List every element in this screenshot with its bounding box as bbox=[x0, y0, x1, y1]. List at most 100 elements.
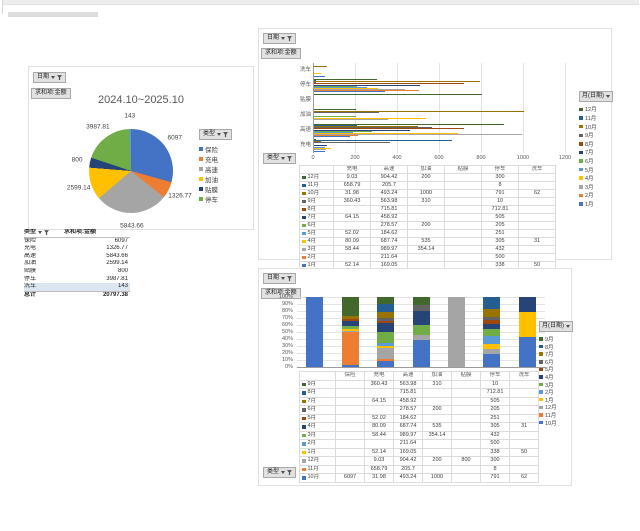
bar[interactable] bbox=[314, 124, 504, 126]
pivot-row-value[interactable]: 2599.14 bbox=[106, 260, 128, 267]
legend-item[interactable]: 3月 bbox=[579, 183, 611, 192]
bar[interactable] bbox=[314, 148, 327, 150]
bar[interactable] bbox=[314, 144, 328, 146]
legend-item[interactable]: 充电 bbox=[199, 154, 251, 164]
legend-item[interactable]: 9月 bbox=[539, 335, 569, 343]
legend-item[interactable]: 10月 bbox=[539, 419, 569, 427]
stack-segment[interactable] bbox=[483, 349, 501, 355]
bar[interactable] bbox=[314, 80, 316, 82]
legend-item[interactable]: 1月 bbox=[539, 396, 569, 404]
pivot-total-label[interactable]: 总计 bbox=[24, 290, 64, 300]
bar[interactable] bbox=[314, 88, 405, 90]
bar[interactable] bbox=[314, 112, 380, 114]
pivot-row-value[interactable]: 800 bbox=[117, 267, 128, 274]
bar[interactable] bbox=[314, 72, 321, 74]
bar[interactable] bbox=[314, 85, 358, 87]
stacked-column[interactable] bbox=[412, 297, 430, 367]
stacked-column[interactable] bbox=[447, 297, 465, 367]
stack-segment[interactable] bbox=[341, 321, 359, 326]
legend-item[interactable]: 4月 bbox=[579, 174, 611, 183]
bar[interactable] bbox=[314, 146, 325, 148]
bar[interactable] bbox=[314, 118, 389, 120]
pivot-header-type[interactable]: 类型 bbox=[24, 229, 64, 238]
stack-segment[interactable] bbox=[447, 297, 465, 367]
date-filter-button[interactable]: 日期 bbox=[263, 33, 297, 45]
pivot-row-label[interactable]: 充电 bbox=[24, 245, 37, 252]
stack-segment[interactable] bbox=[377, 312, 395, 318]
legend-item[interactable]: 8月 bbox=[539, 343, 569, 351]
bar[interactable] bbox=[314, 125, 358, 127]
pivot-row-label[interactable]: 高速 bbox=[24, 252, 37, 259]
stacked-column[interactable] bbox=[518, 297, 536, 367]
bar[interactable] bbox=[314, 128, 465, 130]
stack-segment[interactable] bbox=[377, 317, 395, 322]
legend-item[interactable]: 12月 bbox=[539, 404, 569, 411]
legend-item[interactable]: 3月 bbox=[539, 381, 569, 389]
stack-segment[interactable] bbox=[412, 297, 430, 306]
bar[interactable] bbox=[314, 115, 356, 117]
stack-segment[interactable] bbox=[377, 347, 395, 359]
legend-item[interactable]: 11月 bbox=[579, 114, 611, 123]
legend-item[interactable]: 6月 bbox=[539, 358, 569, 366]
pivot-row-label[interactable]: 停车 bbox=[24, 275, 37, 282]
pivot-row-value[interactable]: 143 bbox=[64, 283, 130, 291]
legend-item[interactable]: 加油 bbox=[199, 174, 251, 184]
date-filter-button[interactable]: 日期 bbox=[33, 72, 67, 84]
pivot-row-value[interactable]: 6097 bbox=[114, 237, 128, 244]
bar[interactable] bbox=[314, 86, 367, 88]
month-legend-button[interactable]: 月(日期) bbox=[539, 321, 573, 333]
stack-segment[interactable] bbox=[518, 312, 536, 337]
stack-segment[interactable] bbox=[412, 305, 430, 311]
bar[interactable] bbox=[314, 87, 379, 89]
value-field-button[interactable]: 求和项:金额 bbox=[261, 48, 301, 60]
legend-item[interactable]: 5月 bbox=[539, 366, 569, 373]
bar[interactable] bbox=[314, 139, 316, 141]
date-filter-button[interactable]: 日期 bbox=[263, 273, 297, 285]
stack-segment[interactable] bbox=[483, 316, 501, 321]
stack-segment[interactable] bbox=[341, 365, 359, 367]
bar[interactable] bbox=[314, 79, 377, 81]
pivot-row-value[interactable]: 3987.81 bbox=[106, 275, 128, 282]
stack-segment[interactable] bbox=[412, 334, 430, 341]
stacked-column[interactable] bbox=[306, 297, 324, 367]
bar[interactable] bbox=[314, 133, 522, 135]
pivot-header-value[interactable]: 求和项:金额 bbox=[64, 229, 130, 238]
bar[interactable] bbox=[314, 82, 317, 84]
stack-segment[interactable] bbox=[483, 308, 501, 317]
pivot-row-label[interactable]: 洗车 bbox=[24, 283, 64, 291]
legend-item[interactable]: 8月 bbox=[579, 140, 611, 149]
stack-segment[interactable] bbox=[483, 343, 501, 350]
stack-segment[interactable] bbox=[412, 310, 430, 326]
legend-item[interactable]: 9月 bbox=[579, 131, 611, 140]
bar[interactable] bbox=[314, 140, 453, 142]
legend-item[interactable]: 2月 bbox=[579, 191, 611, 200]
legend-item[interactable]: 高速 bbox=[199, 164, 251, 174]
bar[interactable] bbox=[314, 117, 427, 119]
stack-segment[interactable] bbox=[412, 325, 430, 335]
bar[interactable] bbox=[314, 136, 350, 138]
pie[interactable] bbox=[89, 129, 173, 213]
bar[interactable] bbox=[314, 131, 353, 133]
type-filter-button[interactable]: 类型 bbox=[263, 467, 297, 479]
stack-segment[interactable] bbox=[341, 318, 359, 322]
stack-segment[interactable] bbox=[377, 297, 395, 304]
stack-segment[interactable] bbox=[377, 361, 395, 367]
stack-segment[interactable] bbox=[341, 331, 359, 366]
stack-segment[interactable] bbox=[518, 336, 536, 367]
pivot-row-label[interactable]: 加油 bbox=[24, 260, 37, 267]
bar[interactable] bbox=[314, 151, 325, 153]
bar[interactable] bbox=[314, 129, 411, 131]
legend-item[interactable]: 7月 bbox=[579, 148, 611, 157]
legend-item[interactable]: 10月 bbox=[579, 122, 611, 131]
stacked-column[interactable] bbox=[377, 297, 395, 367]
pivot-row-label[interactable]: 贴膜 bbox=[24, 267, 37, 274]
bar[interactable] bbox=[314, 142, 390, 144]
pivot-row-value[interactable]: 5843.66 bbox=[106, 252, 128, 259]
bar[interactable] bbox=[314, 94, 482, 96]
bar[interactable] bbox=[314, 84, 421, 86]
bar[interactable] bbox=[314, 111, 524, 113]
type-filter-button[interactable]: 类型 bbox=[263, 153, 297, 165]
stack-segment[interactable] bbox=[341, 297, 359, 316]
pivot-row-value[interactable]: 1326.77 bbox=[106, 245, 128, 252]
stack-segment[interactable] bbox=[341, 325, 359, 329]
